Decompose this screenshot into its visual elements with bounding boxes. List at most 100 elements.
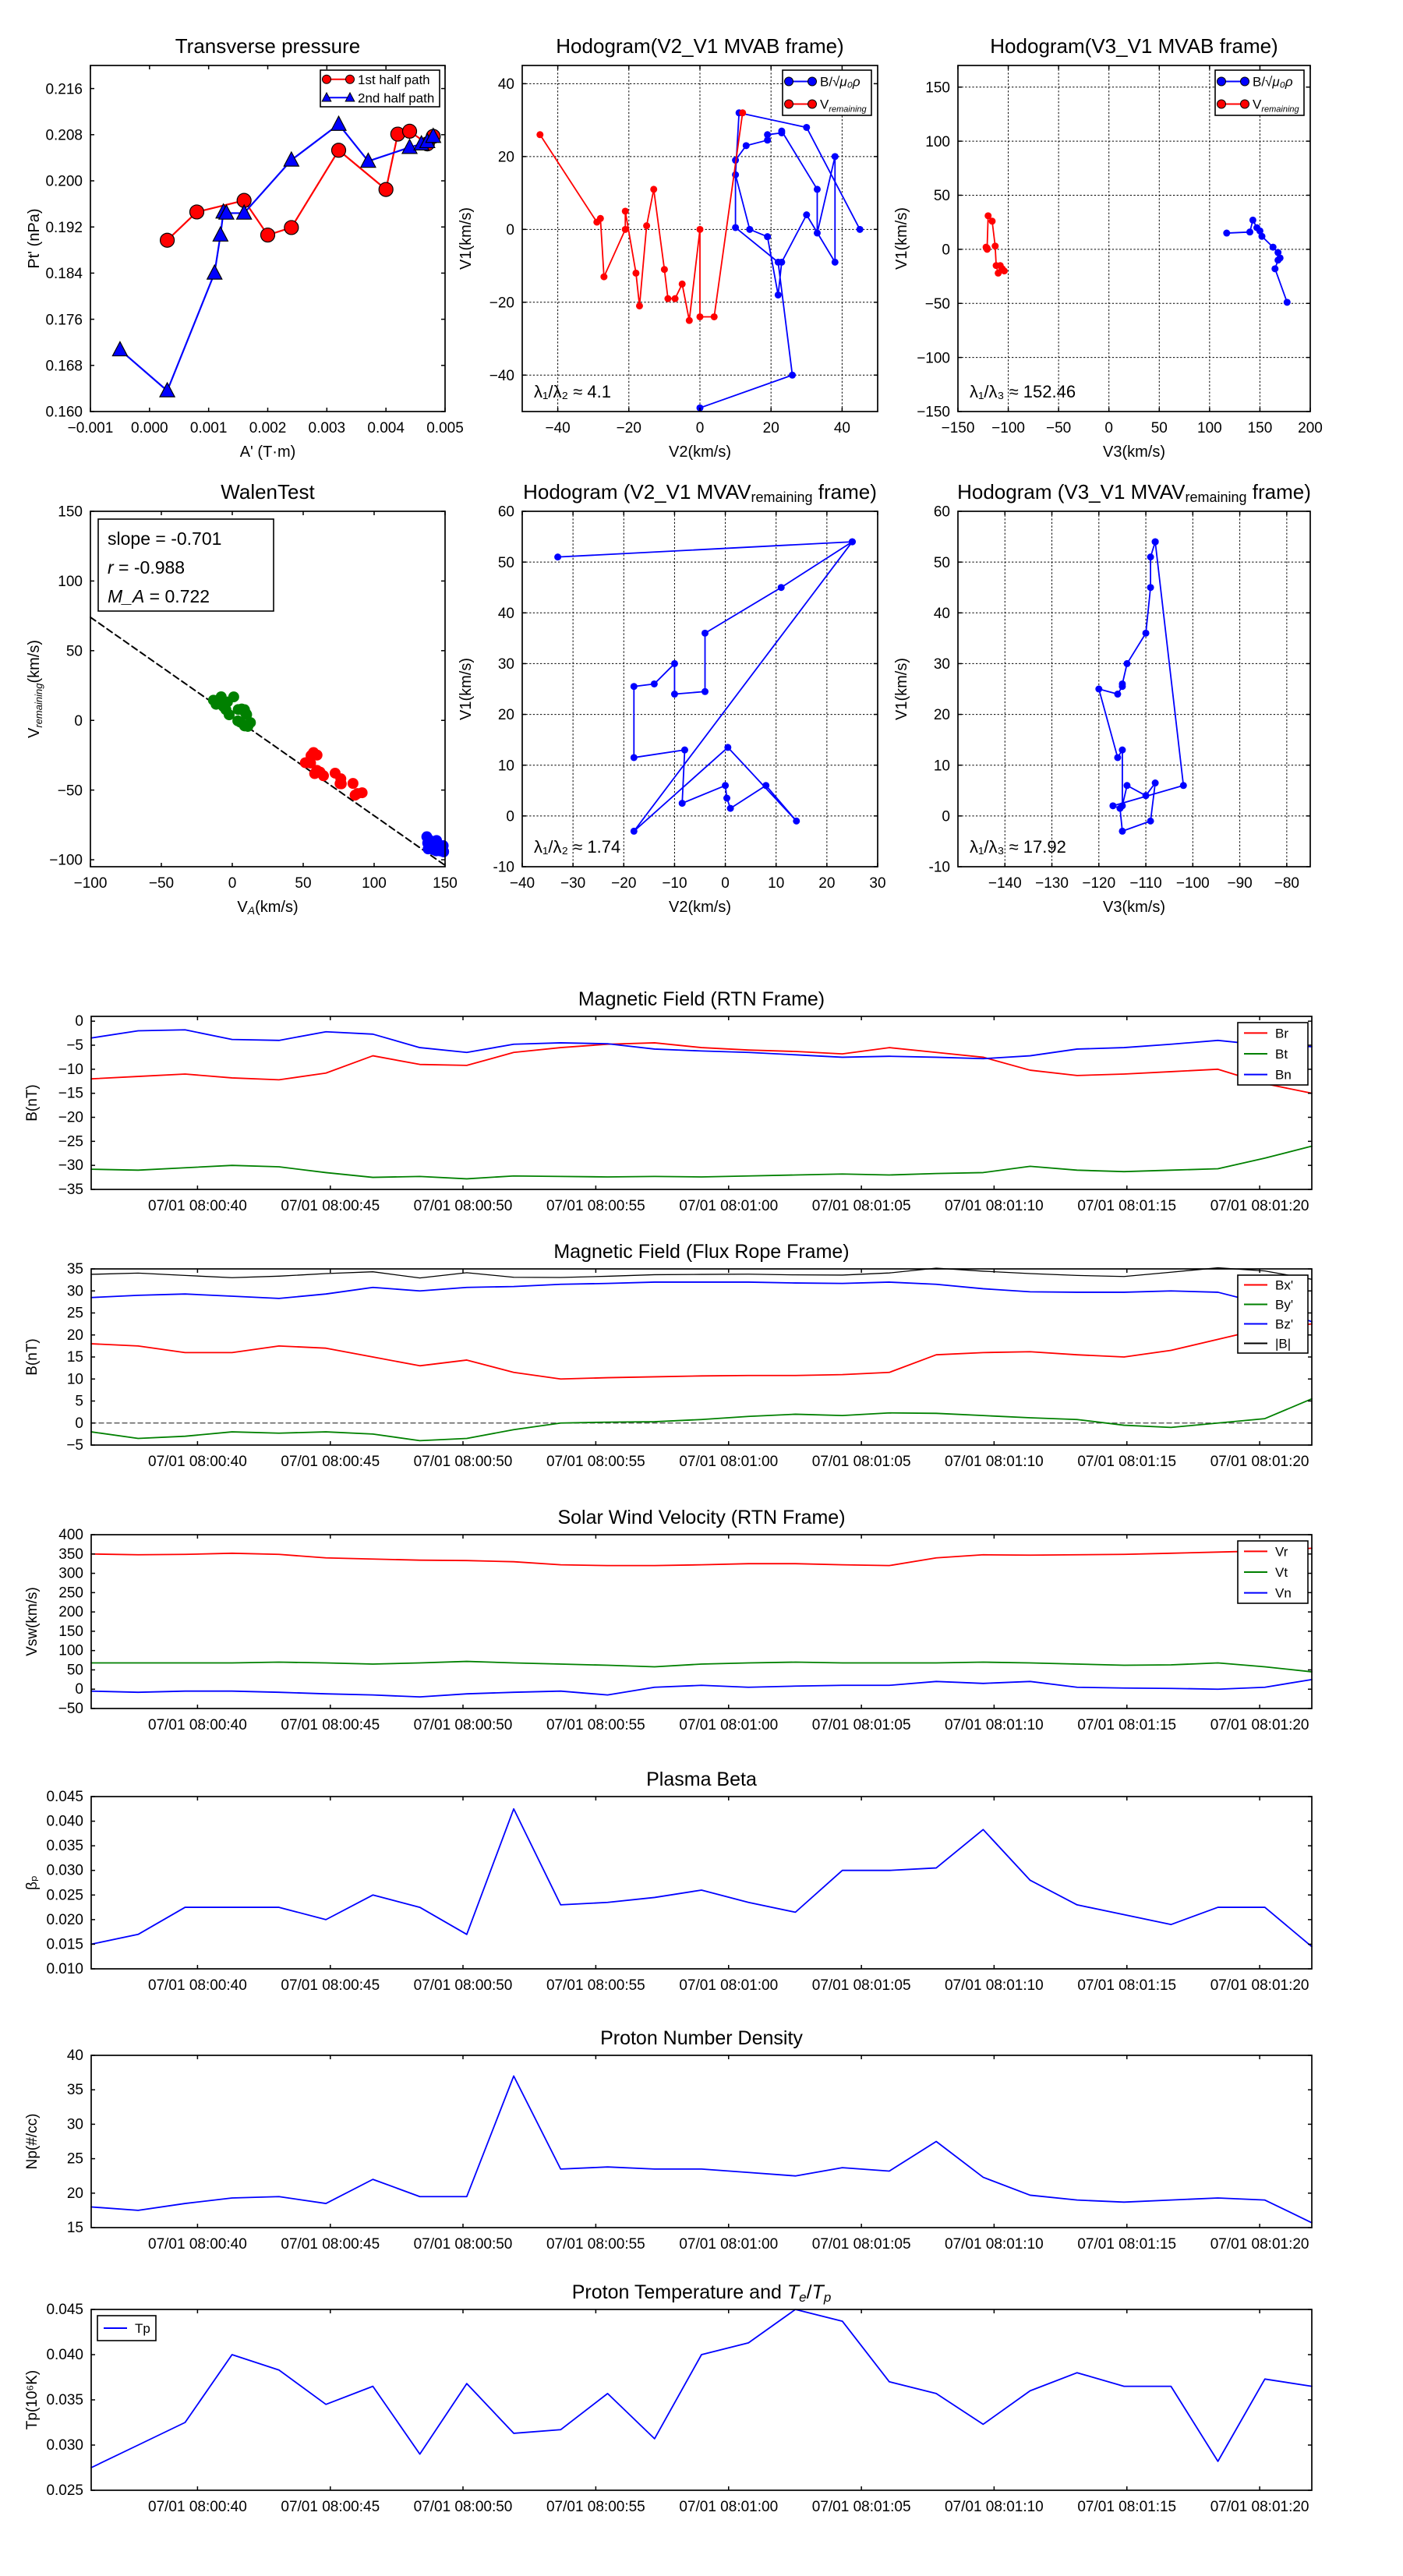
svg-text:0: 0 [721,875,730,892]
svg-text:07/01 08:01:15: 07/01 08:01:15 [1077,1717,1176,1733]
svg-text:07/01 08:01:05: 07/01 08:01:05 [812,1454,911,1470]
svg-text:−150: −150 [942,420,975,436]
svg-text:07/01 08:00:50: 07/01 08:00:50 [414,1717,513,1733]
svg-text:V1(km/s): V1(km/s) [458,207,475,270]
svg-text:40: 40 [834,420,850,436]
svg-text:−40: −40 [489,368,514,384]
svg-text:0: 0 [75,1013,83,1030]
svg-text:07/01 08:00:55: 07/01 08:00:55 [546,1454,645,1470]
svg-text:−100: −100 [991,420,1025,436]
svg-text:100: 100 [925,134,950,150]
svg-text:−5: −5 [66,1437,83,1454]
svg-text:2nd half path: 2nd half path [358,90,434,105]
svg-text:07/01 08:01:10: 07/01 08:01:10 [945,1198,1044,1214]
svg-text:Vsw(km/s): Vsw(km/s) [24,1587,41,1656]
svg-text:07/01 08:01:05: 07/01 08:01:05 [812,1198,911,1214]
svg-text:0: 0 [75,1681,83,1698]
svg-text:Vt: Vt [1275,1565,1288,1580]
svg-text:200: 200 [1298,420,1323,436]
svg-text:30: 30 [934,656,950,673]
svg-text:−130: −130 [1035,875,1069,892]
svg-text:10: 10 [768,875,784,892]
svg-text:Plasma Beta: Plasma Beta [646,1769,757,1790]
svg-text:250: 250 [58,1585,83,1601]
svg-text:40: 40 [498,76,514,93]
svg-text:0.004: 0.004 [367,420,405,436]
svg-text:07/01 08:01:20: 07/01 08:01:20 [1210,2499,1309,2515]
svg-text:100: 100 [58,574,83,590]
svg-text:150: 150 [925,80,950,96]
svg-text:60: 60 [934,504,950,521]
svg-text:Hodogram (V3_V1 MVAVremaining: Hodogram (V3_V1 MVAVremaining frame) [957,480,1311,505]
svg-text:V1(km/s): V1(km/s) [893,658,910,720]
svg-text:0.002: 0.002 [249,420,287,436]
svg-text:40: 40 [498,606,514,622]
svg-text:25: 25 [67,2151,83,2168]
svg-text:−20: −20 [617,420,641,436]
svg-text:07/01 08:01:15: 07/01 08:01:15 [1077,2499,1176,2515]
svg-text:20: 20 [67,1327,83,1344]
svg-text:0: 0 [74,713,83,730]
svg-text:Magnetic Field (Flux Rope Fram: Magnetic Field (Flux Rope Frame) [553,1241,849,1263]
svg-text:V3(km/s): V3(km/s) [1103,899,1165,916]
svg-text:B(nT): B(nT) [24,1084,41,1122]
svg-text:07/01 08:00:50: 07/01 08:00:50 [414,2236,513,2253]
svg-text:−150: −150 [917,405,950,421]
svg-text:Proton Temperature and Te/Tp: Proton Temperature and Te/Tp [572,2281,832,2305]
svg-text:0.020: 0.020 [46,1912,83,1928]
svg-text:VA(km/s): VA(km/s) [237,899,298,917]
svg-text:Hodogram(V3_V1 MVAB frame): Hodogram(V3_V1 MVAB frame) [990,34,1278,58]
svg-text:0.003: 0.003 [309,420,346,436]
svg-text:07/01 08:00:40: 07/01 08:00:40 [148,2236,247,2253]
svg-text:|B|: |B| [1275,1337,1291,1352]
svg-text:07/01 08:01:00: 07/01 08:01:00 [679,1977,778,1994]
svg-text:By': By' [1275,1298,1293,1313]
svg-text:60: 60 [498,504,514,521]
svg-text:07/01 08:01:05: 07/01 08:01:05 [812,2499,911,2515]
svg-text:5: 5 [75,1394,83,1410]
svg-text:50: 50 [295,875,311,892]
svg-text:0.040: 0.040 [46,1814,83,1830]
svg-text:V3(km/s): V3(km/s) [1103,443,1165,461]
svg-text:0.025: 0.025 [46,2482,83,2499]
svg-text:0.045: 0.045 [46,1789,83,1805]
svg-text:B/√μ₀ρ: B/√μ₀ρ [820,75,861,90]
svg-text:07/01 08:00:50: 07/01 08:00:50 [414,1198,513,1214]
svg-text:0.030: 0.030 [46,1863,83,1879]
svg-text:07/01 08:00:40: 07/01 08:00:40 [148,1717,247,1733]
svg-text:−100: −100 [74,875,108,892]
svg-text:07/01 08:01:10: 07/01 08:01:10 [945,1717,1044,1733]
svg-text:−100: −100 [1176,875,1210,892]
svg-text:07/01 08:01:20: 07/01 08:01:20 [1210,1977,1309,1994]
svg-text:0.030: 0.030 [46,2437,83,2454]
svg-text:−50: −50 [149,875,174,892]
svg-text:07/01 08:00:45: 07/01 08:00:45 [281,1454,380,1470]
svg-text:0.184: 0.184 [45,266,83,282]
svg-text:10: 10 [498,758,514,774]
svg-text:λ₁/λ₂ ≈ 1.74: λ₁/λ₂ ≈ 1.74 [534,837,620,857]
svg-text:0: 0 [942,809,950,825]
svg-text:−20: −20 [489,295,514,311]
svg-text:07/01 08:01:05: 07/01 08:01:05 [812,1717,911,1733]
svg-text:50: 50 [934,555,950,571]
svg-text:20: 20 [498,149,514,165]
svg-text:V2(km/s): V2(km/s) [669,443,731,461]
svg-text:150: 150 [433,875,458,892]
svg-text:07/01 08:01:15: 07/01 08:01:15 [1077,2236,1176,2253]
svg-text:Proton Number Density: Proton Number Density [600,2027,803,2049]
svg-text:0.176: 0.176 [45,312,83,328]
svg-text:M_A = 0.722: M_A = 0.722 [108,586,210,606]
svg-text:λ₁/λ₃ ≈ 17.92: λ₁/λ₃ ≈ 17.92 [970,837,1066,857]
svg-text:0.045: 0.045 [46,2302,83,2318]
svg-text:150: 150 [58,504,83,521]
svg-text:V1(km/s): V1(km/s) [893,207,910,270]
svg-text:30: 30 [869,875,885,892]
svg-text:0: 0 [506,222,514,239]
svg-text:50: 50 [498,555,514,571]
svg-text:50: 50 [1151,420,1168,436]
svg-text:07/01 08:00:55: 07/01 08:00:55 [546,1977,645,1994]
svg-text:r = -0.988: r = -0.988 [108,557,185,578]
svg-text:Solar Wind Velocity (RTN Frame: Solar Wind Velocity (RTN Frame) [557,1507,845,1528]
svg-text:35: 35 [67,2082,83,2098]
svg-text:20: 20 [934,707,950,723]
